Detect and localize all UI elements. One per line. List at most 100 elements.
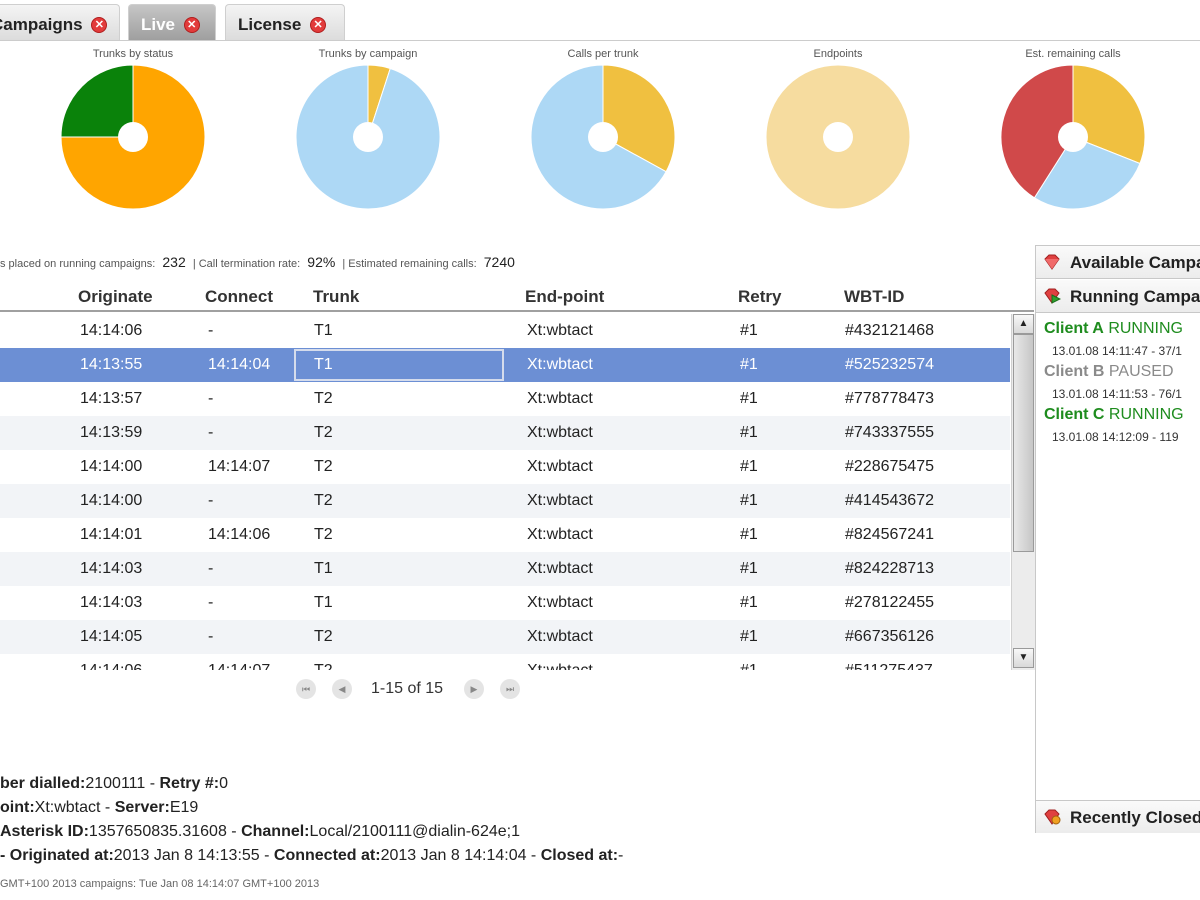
chart-trunks-by-status: Trunks by status [53,48,213,212]
cell-trunk: T1 [314,322,333,339]
call-detail: ber dialled:2100111 - Retry #:0 oint:Xt:… [0,772,623,868]
table-row[interactable]: 14:14:05 - T2 Xt:wbtact #1 #667356126 [0,620,1010,654]
table-row[interactable]: 14:13:57 - T2 Xt:wbtact #1 #778778473 [0,382,1010,416]
cell-endpoint: Xt:wbtact [527,662,593,670]
tab-campaigns[interactable]: Campaigns ✕ [0,4,120,40]
cell-trunk: T1 [314,594,333,611]
cell-retry: #1 [740,390,758,407]
chart-title: Est. remaining calls [1025,48,1121,60]
table-row[interactable]: 14:13:59 - T2 Xt:wbtact #1 #743337555 [0,416,1010,450]
table-row[interactable]: 14:14:03 - T1 Xt:wbtact #1 #824228713 [0,552,1010,586]
cell-endpoint: Xt:wbtact [527,526,593,543]
cell-connect: 14:14:07 [208,458,271,475]
cell-endpoint: Xt:wbtact [527,424,593,441]
detail-line-1: ber dialled:2100111 - Retry #:0 [0,772,623,796]
cell-retry: #1 [740,322,758,339]
cell-connect: - [208,560,214,577]
campaign-client-b[interactable]: Client B PAUSED [1044,363,1174,381]
campaign-client-a[interactable]: Client A RUNNING [1044,320,1183,338]
gem-close-icon [1044,809,1061,825]
detail-line-2: oint:Xt:wbtact - Server:E19 [0,796,623,820]
cell-trunk: T2 [314,662,333,670]
tab-license-close-icon[interactable]: ✕ [310,17,327,33]
number-dialled-label: ber dialled: [0,775,86,792]
tab-live[interactable]: Live ✕ [128,4,216,40]
tab-campaigns-close-icon[interactable]: ✕ [91,17,108,33]
table-scrollbar[interactable]: ▲ ▼ [1011,314,1035,670]
header-endpoint[interactable]: End-point [525,287,605,306]
cell-retry: #1 [740,662,758,670]
cell-trunk: T2 [314,628,333,645]
header-retry[interactable]: Retry [738,287,782,306]
pie-slice [602,64,676,173]
originated-at-label: - Originated at: [0,847,114,864]
table-row[interactable]: 14:13:55 14:14:04 T1 Xt:wbtact #1 #525232574 [0,348,1010,382]
connected-at-value: 2013 Jan 8 14:14:04 [380,847,527,864]
first-page-icon[interactable]: ⏮ [296,679,316,699]
tab-campaigns-label: Campaigns [0,15,83,34]
tab-license-label: License [238,15,302,34]
page-range: 1-15 of 15 [371,680,444,697]
campaign-detail: 13.01.08 14:12:09 - 119 [1052,430,1179,444]
header-wbt-id[interactable]: WBT-ID [844,287,905,306]
cell-connect: - [208,628,214,645]
cell-connect: 14:14:07 [208,662,270,670]
separator: - [145,775,160,792]
running-campaigns-label: Running Campaigns [1070,287,1200,306]
table-row[interactable]: 14:14:01 14:14:06 T2 Xt:wbtact #1 #824567241 [0,518,1010,552]
closed-at-label: Closed at: [540,847,619,864]
campaign-name: Client A [1044,320,1104,337]
cell-trunk: T2 [314,526,333,543]
scroll-thumb[interactable] [1013,334,1034,552]
next-page-icon[interactable]: ▶ [464,679,484,699]
campaign-client-c[interactable]: Client C RUNNING [1044,406,1184,424]
cell-endpoint: Xt:wbtact [527,492,593,509]
cell-retry: #1 [740,356,758,373]
endpoint-label: oint: [0,799,35,816]
recently-closed-header[interactable]: Recently Closed [1036,800,1200,833]
calls-placed-value: 232 [162,254,186,270]
pie-chart [60,64,206,210]
table-row[interactable]: 14:14:00 14:14:07 T2 Xt:wbtact #1 #228675475 [0,450,1010,484]
chart-calls-per-trunk: Calls per trunk [523,48,683,212]
asterisk-id-label: Asterisk ID: [0,823,89,840]
header-originate[interactable]: Originate [78,287,153,306]
tab-divider [0,40,1200,41]
closed-at-value: - [618,847,624,864]
last-page-icon[interactable]: ⏭ [500,679,520,699]
gem-play-icon [1044,288,1061,304]
header-connect[interactable]: Connect [205,287,273,306]
connected-at-label: Connected at: [273,847,381,864]
campaign-name: Client B [1044,363,1105,380]
table-row[interactable]: 14:14:03 - T1 Xt:wbtact #1 #278122455 [0,586,1010,620]
separator: - [259,847,274,864]
cell-wbtid: #278122455 [845,594,934,611]
tab-license[interactable]: License ✕ [225,4,345,40]
running-campaigns-header[interactable]: Running Campaigns [1036,280,1200,313]
pie-hole [588,122,618,152]
separator: - [100,799,115,816]
gem-icon [1044,254,1060,270]
pie-hole [353,122,383,152]
server-value: E19 [169,799,199,816]
table-row[interactable]: 14:14:00 - T2 Xt:wbtact #1 #414543672 [0,484,1010,518]
pie-slice [1000,64,1074,199]
cell-endpoint: Xt:wbtact [527,628,593,645]
table-row[interactable]: 14:14:06 14:14:07 T2 Xt:wbtact #1 #511275437 [0,654,1010,670]
cell-originate: 14:13:55 [80,356,143,373]
scroll-up-icon[interactable]: ▲ [1013,314,1034,334]
scroll-down-icon[interactable]: ▼ [1013,648,1034,668]
table-row[interactable]: 14:14:06 - T1 Xt:wbtact #1 #432121468 [0,314,1010,348]
header-trunk[interactable]: Trunk [313,287,360,306]
chart-title: Endpoints [813,48,863,60]
cell-originate: 14:14:03 [80,560,143,577]
prev-page-icon[interactable]: ◀ [332,679,352,699]
cell-connect: - [208,424,214,441]
pie-chart [295,64,441,210]
cell-originate: 14:14:00 [80,458,143,475]
cell-connect: - [208,390,214,407]
available-campaigns-header[interactable]: Available Campaigns [1036,246,1200,279]
tab-live-close-icon[interactable]: ✕ [183,17,200,33]
pie-hole [823,122,853,152]
cell-wbtid: #743337555 [845,424,934,441]
